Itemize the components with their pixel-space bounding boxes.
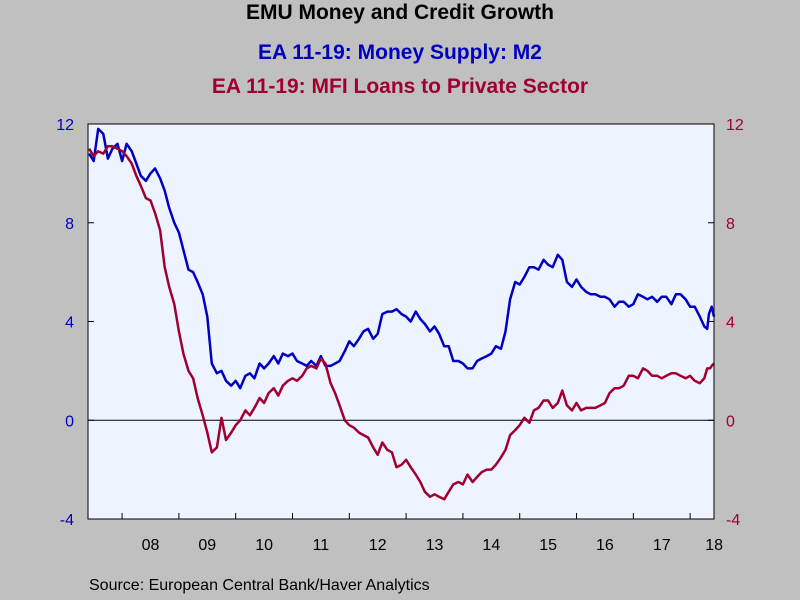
x-tick-label: 15 — [539, 537, 557, 554]
y-tick-label-left: 12 — [56, 117, 74, 134]
x-tick-label: 10 — [255, 537, 273, 554]
x-tick-label: 17 — [653, 537, 671, 554]
y-tick-label-left: 8 — [65, 216, 74, 233]
x-tick-label: 11 — [313, 537, 330, 554]
plot-frame — [87, 123, 715, 520]
source-note: Source: European Central Bank/Haver Anal… — [89, 577, 430, 594]
chart-title: EMU Money and Credit Growth — [245, 1, 554, 24]
series-line-loans — [88, 144, 715, 501]
series-layer — [88, 127, 716, 501]
y-tick-label-right: -4 — [726, 512, 740, 529]
y-tick-label-left: 4 — [65, 315, 74, 332]
x-tick-label: 08 — [142, 537, 160, 554]
x-tick-label: 12 — [369, 537, 387, 554]
x-tick-label: 16 — [596, 537, 614, 554]
y-tick-label-right: 4 — [726, 315, 735, 332]
x-tick-label: 09 — [198, 537, 216, 554]
y-tick-label-right: 8 — [726, 216, 735, 233]
y-tick-label-left: -4 — [60, 512, 74, 529]
plot-area — [88, 124, 714, 519]
x-tick-label: 18 — [705, 537, 723, 554]
y-tick-label-left: 0 — [65, 413, 74, 430]
y-tick-label-right: 12 — [726, 117, 744, 134]
axes-layer: 12 8 4 0 -4 12 8 4 0 -4 08 09 10 11 12 13 14 15 16 17 18 — [56, 117, 744, 554]
x-tick-label: 14 — [482, 537, 500, 554]
series-title-loans: EA 11-19: MFI Loans to Private Sector — [211, 75, 589, 98]
y-tick-label-right: 0 — [726, 413, 735, 430]
series-line-m2 — [88, 127, 716, 390]
series-title-m2: EA 11-19: Money Supply: M2 — [258, 41, 542, 64]
x-tick-label: 13 — [426, 537, 444, 554]
